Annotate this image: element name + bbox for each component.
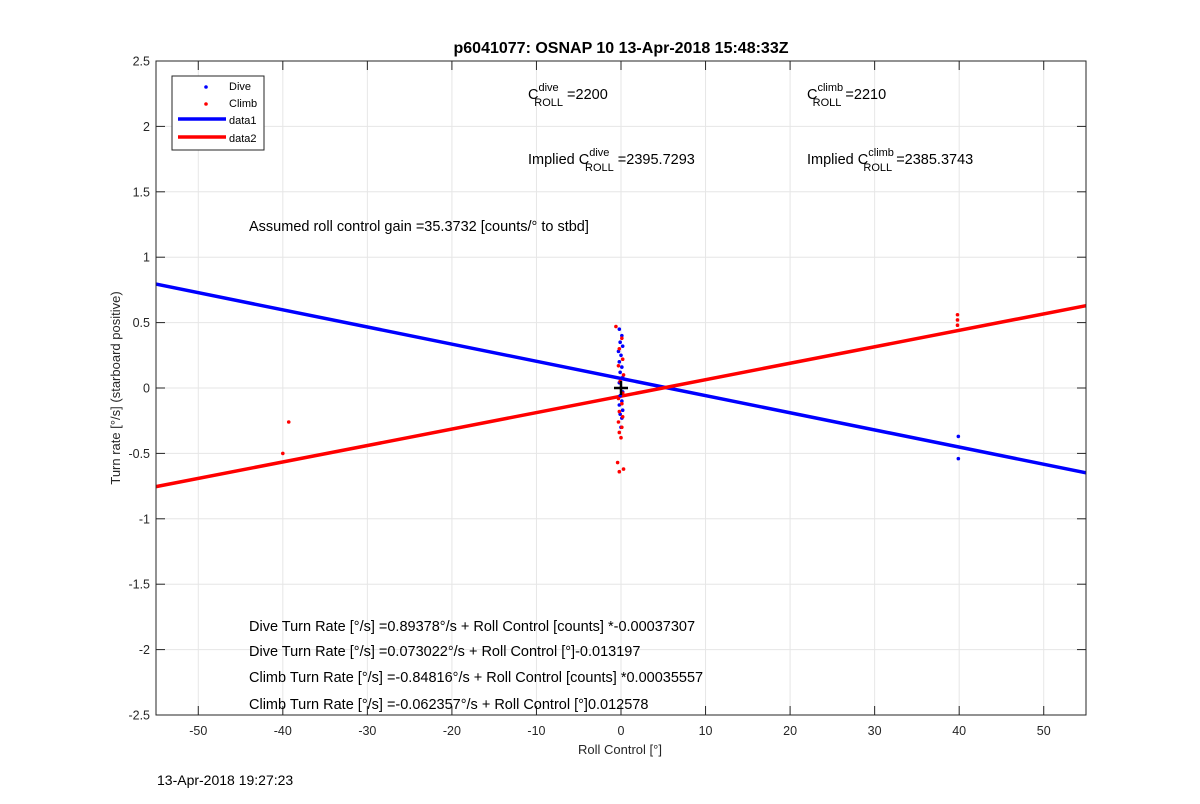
annotation-implied_climb: Implied Cclimb ROLL =2385.3743: [807, 147, 973, 174]
point-dive: [617, 327, 622, 331]
y-tick-label: 2: [143, 120, 150, 134]
point-dive: [620, 408, 625, 413]
point-dive: [956, 456, 961, 461]
point-dive: [620, 333, 624, 338]
x-tick-label: 30: [868, 724, 882, 738]
point-dive: [619, 353, 623, 358]
y-tick-label: 1.5: [133, 185, 150, 199]
fit-equation: Dive Turn Rate [°/s] =0.073022°/s + Roll…: [249, 644, 640, 660]
x-tick-label: 10: [699, 724, 713, 738]
annotation-implied_dive: Implied Cdive ROLL =2395.7293: [528, 147, 695, 174]
legend-label: Dive: [229, 81, 251, 93]
y-tick-label: -2.5: [128, 709, 150, 723]
y-tick-label: -1: [139, 512, 150, 526]
point-climb: [617, 430, 622, 435]
ticks: -50 -40 -30 -20 -10 0 10 20 30 40 50-2.5-2-1.5-1-0…: [128, 55, 1086, 738]
fit-line-data1: [155, 282, 1087, 475]
x-tick-label: -20: [443, 724, 461, 738]
y-tick-label: -1.5: [128, 578, 150, 592]
fit-equation: Climb Turn Rate [°/s] =-0.062357°/s + Ro…: [249, 697, 648, 713]
footer-timestamp: 13-Apr-2018 19:27:23: [157, 772, 294, 788]
x-tick-label: -10: [527, 724, 545, 738]
point-climb: [286, 420, 291, 424]
point-dive: [618, 340, 622, 345]
legend-marker-climb: [204, 102, 208, 106]
point-climb: [617, 409, 622, 414]
point-climb: [615, 460, 620, 465]
fit-equation: Climb Turn Rate [°/s] =-0.84816°/s + Rol…: [249, 670, 703, 686]
annotation-croll_dive: Cdive ROLL =2200: [528, 82, 608, 109]
x-tick-label: -40: [274, 724, 292, 738]
point-climb: [620, 425, 624, 430]
point-dive: [620, 365, 624, 369]
point-climb: [621, 373, 626, 377]
fit-equations: Dive Turn Rate [°/s] =0.89378°/s + Roll …: [249, 619, 703, 713]
origin-marker: [614, 381, 628, 395]
y-tick-label: -0.5: [128, 447, 150, 461]
legend-label: data1: [229, 115, 257, 127]
x-tick-label: 40: [952, 724, 966, 738]
point-climb: [616, 420, 621, 424]
point-climb: [616, 363, 621, 368]
legend: Dive Climb data1 data2: [171, 75, 265, 151]
y-tick-label: -2: [139, 643, 150, 657]
point-climb: [620, 357, 625, 362]
point-climb: [621, 467, 626, 471]
point-climb: [620, 336, 624, 341]
point-dive: [620, 344, 625, 348]
x-tick-label: 20: [783, 724, 797, 738]
point-climb: [620, 401, 624, 406]
point-dive: [620, 399, 624, 403]
x-axis-label: Roll Control [°]: [578, 742, 662, 757]
y-tick-label: 1: [143, 251, 150, 265]
point-climb: [620, 414, 625, 419]
chart-title: p6041077: OSNAP 10 13-Apr-2018 15:48:33Z: [454, 40, 789, 57]
point-dive: [617, 360, 622, 364]
y-tick-label: 0: [143, 382, 150, 396]
legend-label: Climb: [229, 98, 257, 110]
legend-marker-dive: [204, 85, 208, 89]
point-climb: [616, 396, 621, 401]
y-tick-label: 0.5: [133, 316, 150, 330]
x-tick-label: -30: [358, 724, 376, 738]
point-climb: [955, 318, 960, 322]
point-climb: [955, 312, 960, 317]
x-tick-label: 0: [618, 724, 625, 738]
fit-equation: Dive Turn Rate [°/s] =0.89378°/s + Roll …: [249, 619, 695, 635]
point-climb: [281, 451, 285, 456]
point-climb: [614, 324, 618, 329]
point-climb: [617, 469, 622, 474]
point-climb: [619, 435, 623, 440]
point-dive: [618, 370, 622, 375]
point-climb: [955, 323, 960, 328]
point-dive: [956, 434, 961, 439]
gain-text: Assumed roll control gain =35.3732 [coun…: [249, 219, 589, 235]
x-tick-label: -50: [189, 724, 207, 738]
annotation-croll_climb: Cclimb ROLL =2210: [807, 82, 886, 109]
x-tick-label: 50: [1037, 724, 1051, 738]
y-axis-label: Turn rate [°/s] (starboard positive): [108, 291, 123, 484]
y-tick-label: 2.5: [133, 55, 150, 69]
annotations: Cdive ROLL =2200 Cclimb ROLL =2210 Implied C…: [528, 82, 973, 174]
point-climb: [617, 346, 622, 351]
legend-label: data2: [229, 133, 257, 145]
